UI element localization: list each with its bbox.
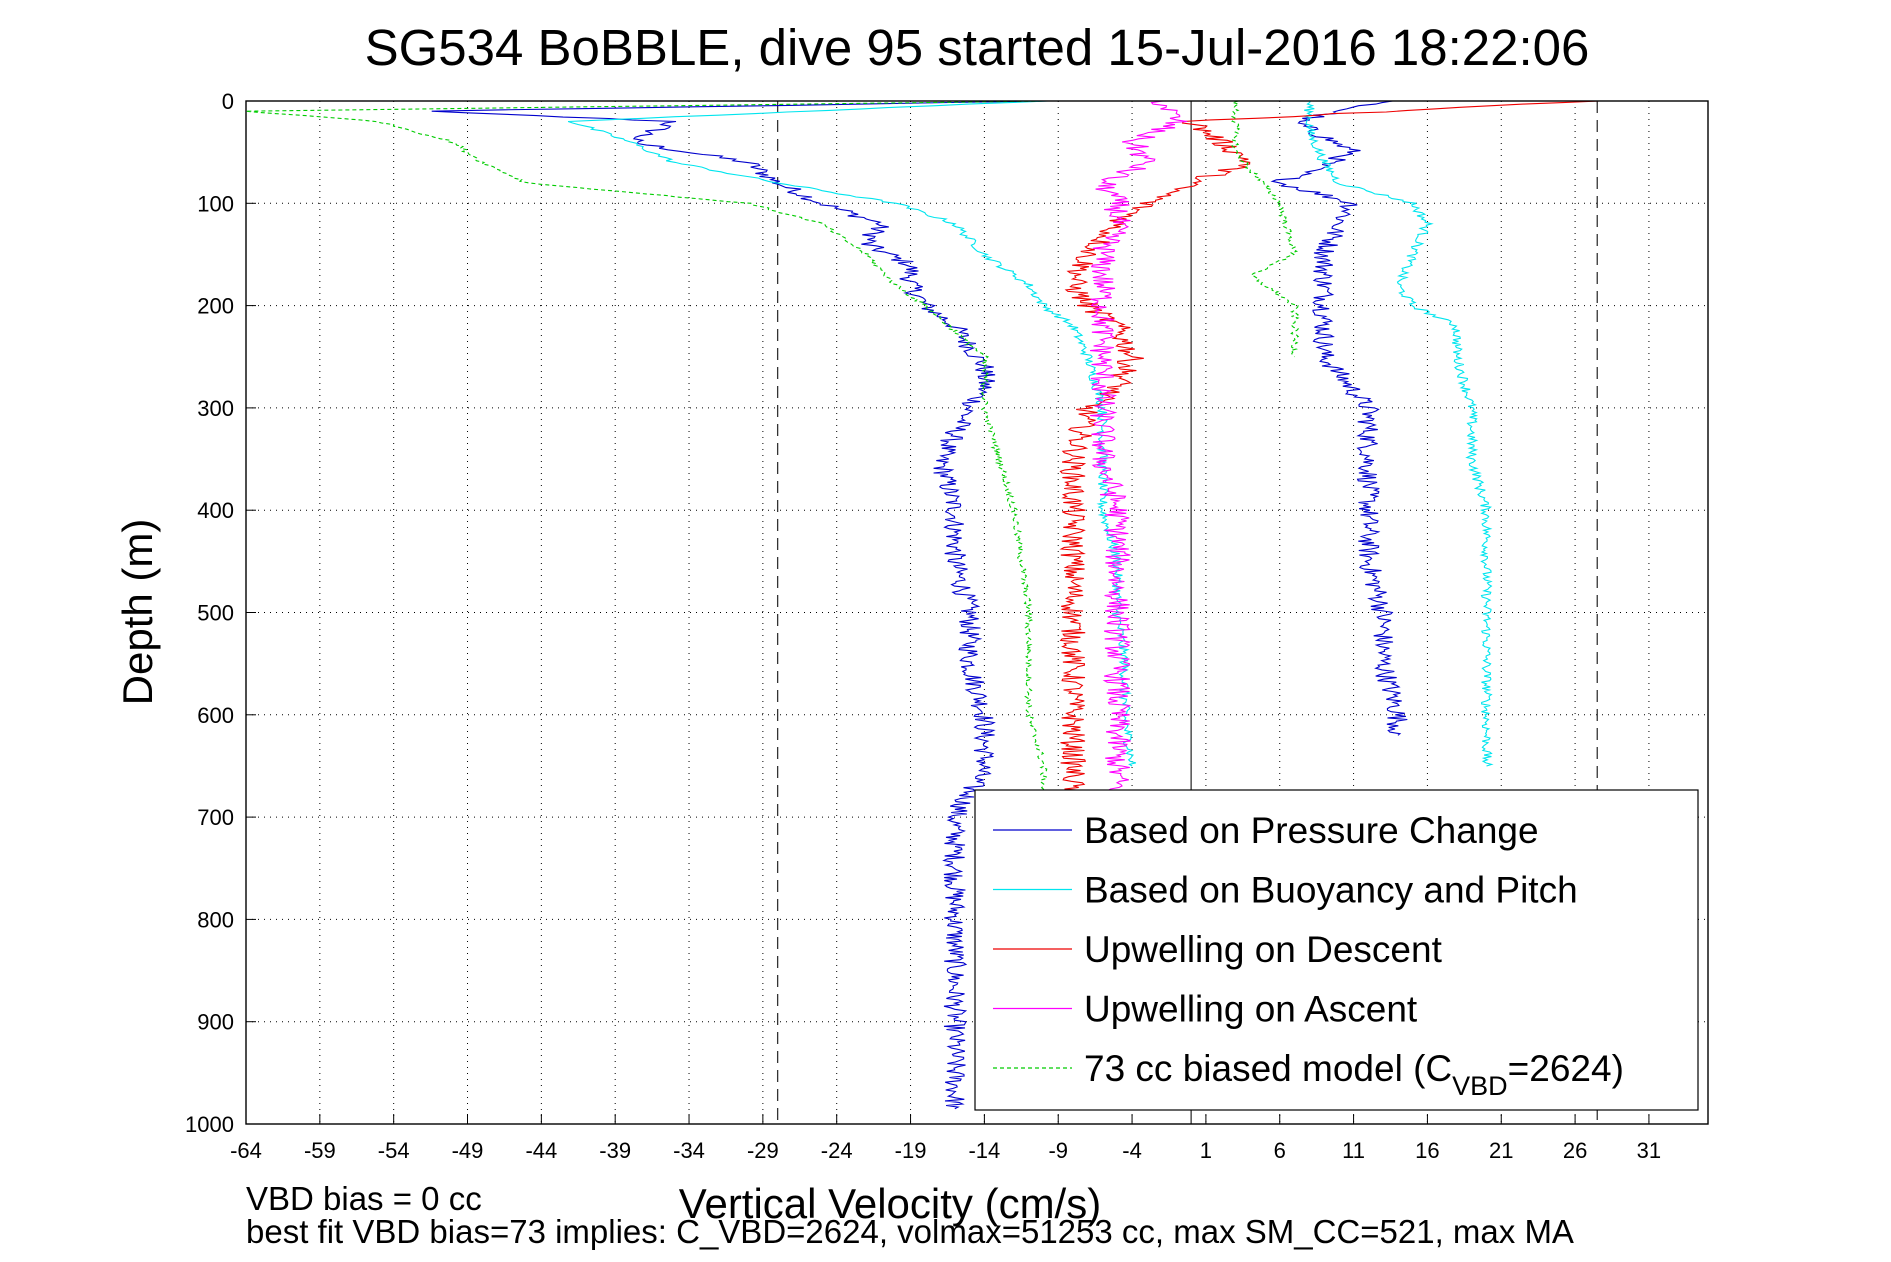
chart-title: SG534 BoBBLE, dive 95 started 15-Jul-201… xyxy=(365,19,1590,76)
legend-label-pressure: Based on Pressure Change xyxy=(1084,810,1539,851)
y-tick-label: 1000 xyxy=(185,1112,234,1137)
x-tick-label: -59 xyxy=(304,1138,336,1163)
series-line-buoyancy-ascent xyxy=(1302,101,1494,767)
x-tick-label: 11 xyxy=(1342,1138,1365,1163)
x-tick-label: -19 xyxy=(895,1138,927,1163)
y-ticks: 0 100 200 300 400 500 600 700 800 900 1000 xyxy=(185,89,256,1137)
y-tick-label: 100 xyxy=(197,191,234,216)
x-tick-label: -29 xyxy=(747,1138,779,1163)
x-tick-label: 6 xyxy=(1274,1138,1286,1163)
series-line-buoyancy-descent xyxy=(567,101,1137,767)
series-line-pressure-ascent xyxy=(1270,101,1408,736)
x-tick-label: 26 xyxy=(1563,1138,1587,1163)
x-tick-label: -64 xyxy=(230,1138,262,1163)
vbd-bias-note: VBD bias = 0 cc xyxy=(246,1180,482,1217)
series-line-descent-descent xyxy=(1059,101,1600,798)
series-group xyxy=(246,101,1600,1110)
y-tick-label: 800 xyxy=(197,907,234,932)
x-tick-label: 31 xyxy=(1637,1138,1661,1163)
legend-label-buoyancy: Based on Buoyancy and Pitch xyxy=(1084,870,1578,911)
x-tick-label: 21 xyxy=(1489,1138,1513,1163)
legend-label-ascent: Upwelling on Ascent xyxy=(1084,989,1418,1030)
legend: Based on Pressure Change Based on Buoyanc… xyxy=(974,789,1699,1111)
series-line-model-descent xyxy=(246,101,1048,818)
series-line-pressure-descent xyxy=(431,101,1047,1110)
x-tick-label: -4 xyxy=(1122,1138,1142,1163)
y-tick-label: 400 xyxy=(197,498,234,523)
x-tick-label: 1 xyxy=(1200,1138,1212,1163)
y-tick-label: 0 xyxy=(222,89,234,114)
legend-label-descent: Upwelling on Descent xyxy=(1084,929,1443,970)
x-tick-label: -14 xyxy=(968,1138,1000,1163)
x-tick-label: -9 xyxy=(1048,1138,1068,1163)
series-line-model-ascent xyxy=(1230,101,1300,358)
y-tick-label: 900 xyxy=(197,1010,234,1035)
x-tick-label: -24 xyxy=(821,1138,853,1163)
x-axis-label: Vertical Velocity (cm/s) xyxy=(679,1180,1101,1227)
x-tick-label: -39 xyxy=(599,1138,631,1163)
x-ticks: -64 -59 -54 -49 -44 -39 -34 -29 -24 -19 -14 -9 -4 1 6 1… xyxy=(230,1114,1661,1163)
legend-box xyxy=(974,789,1699,1111)
y-tick-label: 200 xyxy=(197,294,234,319)
x-tick-label: 16 xyxy=(1415,1138,1439,1163)
y-axis-label: Depth (m) xyxy=(114,519,161,706)
x-tick-label: -49 xyxy=(452,1138,484,1163)
x-tick-label: -34 xyxy=(673,1138,705,1163)
best-fit-note: best fit VBD bias=73 implies: C_VBD=2624… xyxy=(246,1213,1574,1250)
y-tick-label: 500 xyxy=(197,601,234,626)
y-tick-label: 600 xyxy=(197,703,234,728)
series-line-ascent-ascent xyxy=(1090,101,1188,798)
x-tick-label: -54 xyxy=(378,1138,410,1163)
y-tick-label: 300 xyxy=(197,396,234,421)
y-tick-label: 700 xyxy=(197,805,234,830)
x-tick-label: -44 xyxy=(525,1138,557,1163)
